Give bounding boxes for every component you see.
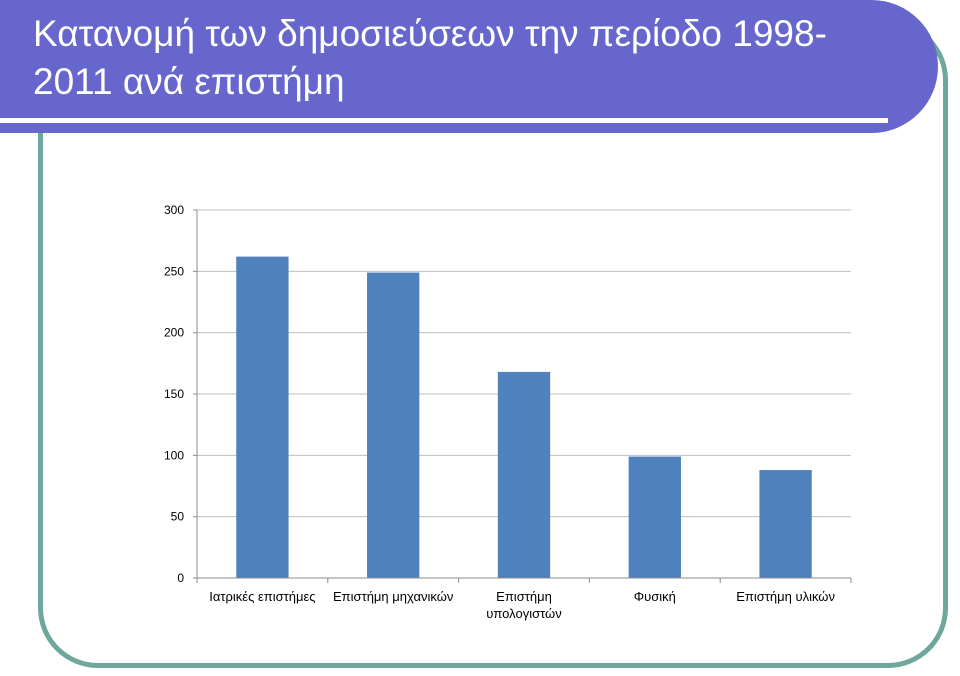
y-tick-label: 200: [164, 326, 184, 340]
y-tick-label: 50: [171, 510, 185, 524]
x-category-label: Φυσική: [634, 589, 676, 604]
title-banner: Κατανομή των δημοσιεύσεων την περίοδο 19…: [0, 0, 938, 133]
y-tick-label: 0: [177, 571, 184, 585]
title-underline: [0, 118, 888, 123]
slide-title-line-1: Κατανομή των δημοσιεύσεων την περίοδο 19…: [33, 13, 827, 54]
bar-5: [759, 470, 812, 578]
bars: [236, 256, 812, 578]
slide-title: Κατανομή των δημοσιεύσεων την περίοδο 19…: [33, 10, 893, 106]
x-category-label: Επιστήμη υλικών: [736, 589, 835, 604]
y-tick-label: 300: [164, 203, 184, 217]
bar-3: [497, 371, 551, 578]
x-category-label: Ιατρικές επιστήμες: [209, 589, 315, 604]
y-tick-label: 100: [164, 448, 184, 462]
x-category-label: Επιστήμη μηχανικών: [333, 589, 453, 604]
y-axis-ticks: 0 50 100 150 200 250 300: [164, 203, 197, 585]
bar-1: [236, 256, 289, 578]
bar-2: [367, 272, 420, 578]
y-tick-label: 150: [164, 387, 184, 401]
x-category-label: Επιστήμη: [496, 589, 552, 604]
bar-4: [628, 456, 681, 578]
x-category-label: υπολογιστών: [486, 606, 561, 621]
x-axis: [196, 210, 852, 583]
slide-title-line-2: 2011 ανά επιστήμη: [33, 61, 345, 102]
y-tick-label: 250: [164, 264, 184, 278]
x-axis-labels: Ιατρικές επιστήμες Επιστήμη μηχανικών Επισ…: [209, 589, 835, 621]
